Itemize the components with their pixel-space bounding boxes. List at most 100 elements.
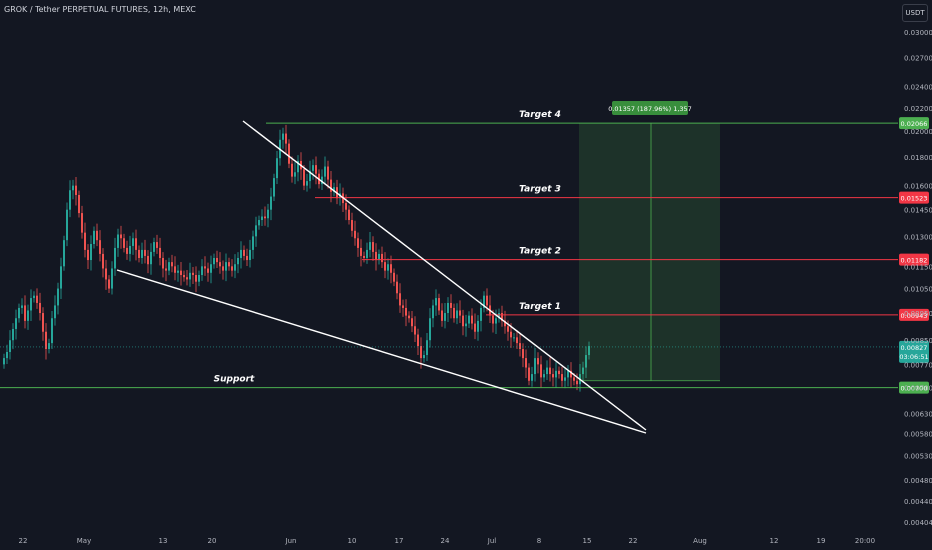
candle-body <box>450 302 452 308</box>
candle-body <box>204 266 206 269</box>
time-tick-label: 13 <box>159 537 168 545</box>
candle-body <box>378 253 380 261</box>
candle-body <box>441 310 443 321</box>
candle-body <box>138 249 140 258</box>
price-tick-label: 0.01600 <box>904 183 932 191</box>
candle-body <box>414 326 416 335</box>
candle-body <box>282 133 284 140</box>
candle-body <box>423 355 425 359</box>
price-tick-label: 0.00770 <box>904 361 932 369</box>
candle-body <box>234 264 236 271</box>
candle-body <box>240 249 242 258</box>
candle-body <box>393 272 395 282</box>
candle-body <box>177 270 179 273</box>
candle-body <box>165 268 167 271</box>
candle-body <box>126 247 128 254</box>
candle-body <box>24 305 26 321</box>
candle-body <box>375 251 377 261</box>
candle-body <box>519 343 521 349</box>
candle-body <box>78 194 80 214</box>
candle-body <box>453 307 455 319</box>
candle-body <box>96 230 98 241</box>
time-tick-label: 20:00 <box>855 537 875 545</box>
candle-body <box>6 351 8 359</box>
candle-body <box>525 358 527 368</box>
candle-body <box>141 249 143 258</box>
candle-body <box>66 209 68 241</box>
candle-body <box>366 249 368 258</box>
level-price-label: 0.02066 <box>901 120 928 128</box>
time-tick-label: Aug <box>693 537 707 545</box>
candle-body <box>297 160 299 173</box>
candle-body <box>135 238 137 250</box>
candle-body <box>123 238 125 248</box>
candle-body <box>390 264 392 273</box>
candle-body <box>72 185 74 191</box>
candle-body <box>12 328 14 341</box>
price-tick-label: 0.02200 <box>904 105 932 113</box>
price-tick-label: 0.01300 <box>904 233 932 241</box>
candle-body <box>219 262 221 267</box>
candle-body <box>528 367 530 381</box>
candle-body <box>129 245 131 254</box>
candle-body <box>495 318 497 324</box>
candle-body <box>288 143 290 164</box>
candle-body <box>399 293 401 306</box>
candle-body <box>540 364 542 378</box>
candle-body <box>198 274 200 282</box>
candle-body <box>117 234 119 248</box>
time-tick-label: 10 <box>348 537 357 545</box>
price-tick-label: 0.00440 <box>904 498 932 506</box>
currency-button[interactable]: USDT <box>902 4 928 22</box>
candle-body <box>252 236 254 250</box>
candle-body <box>324 166 326 177</box>
candle-body <box>120 234 122 239</box>
candle-body <box>144 249 146 256</box>
candle-body <box>510 331 512 338</box>
candle-body <box>192 272 194 275</box>
current-price-label: 0.00827 <box>901 344 928 352</box>
candle-body <box>360 247 362 256</box>
candle-body <box>444 313 446 321</box>
time-axis: 22 May 13 20 Jun 10 17 24 Jul 8 15 22 Aug 12 19 20:00 <box>19 537 876 545</box>
candle-body <box>486 295 488 306</box>
candle-body <box>408 315 410 319</box>
candle-body <box>438 298 440 311</box>
candles-layer <box>3 124 590 392</box>
candle-body <box>156 242 158 248</box>
candle-body <box>222 266 224 271</box>
candle-body <box>81 213 83 233</box>
candle-body <box>363 255 365 258</box>
price-axis: 0.03000 0.02700 0.02400 0.02200 0.02000 0.018… <box>904 29 932 527</box>
candle-body <box>168 262 170 271</box>
time-tick-label: 12 <box>770 537 779 545</box>
time-tick-label: 15 <box>583 537 592 545</box>
candle-body <box>273 178 275 197</box>
candle-body <box>246 255 248 261</box>
candle-body <box>132 238 134 246</box>
price-tick-label: 0.00580 <box>904 431 932 439</box>
time-tick-label: May <box>77 537 91 545</box>
candle-body <box>39 302 41 314</box>
candle-body <box>333 187 335 192</box>
candle-body <box>447 302 449 314</box>
candle-body <box>171 262 173 267</box>
candle-body <box>306 181 308 186</box>
countdown-label: 03:06:51 <box>899 353 928 361</box>
candle-body <box>63 240 65 267</box>
candle-body <box>327 166 329 180</box>
candle-body <box>456 310 458 319</box>
candle-body <box>42 313 44 332</box>
level-price-tag <box>899 308 929 321</box>
candle-body <box>549 367 551 375</box>
candle-body <box>387 264 389 271</box>
level-price-tag <box>899 117 929 130</box>
candle-body <box>573 377 575 381</box>
level-price-label: 0.01182 <box>901 257 928 265</box>
candle-body <box>585 355 587 368</box>
candle-body <box>285 133 287 144</box>
candle-body <box>90 244 92 261</box>
candle-body <box>381 253 383 263</box>
price-tick-label: 0.02400 <box>904 84 932 92</box>
